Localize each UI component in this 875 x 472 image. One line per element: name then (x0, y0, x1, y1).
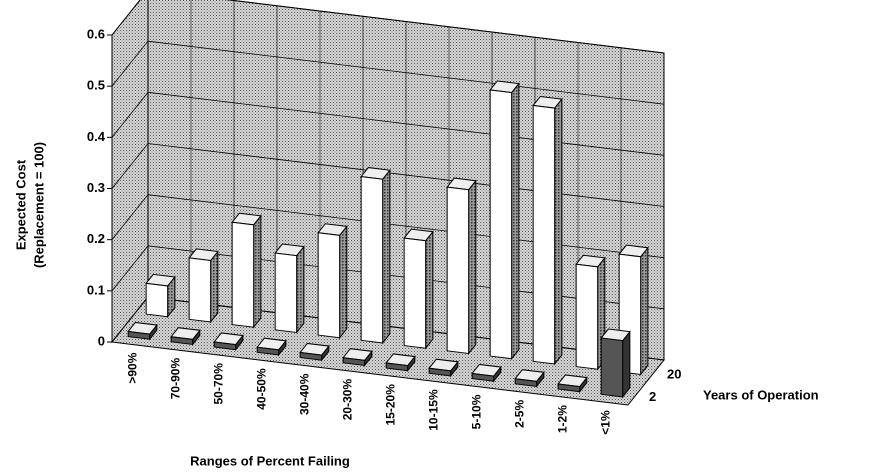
x-tick-label: 10-15% (427, 389, 441, 431)
bar (557, 374, 588, 394)
x-tick-label: 15-20% (384, 384, 398, 426)
bar-front (557, 383, 581, 393)
x-tick-label: 30-40% (298, 373, 312, 415)
bar-front (213, 341, 237, 351)
bar-front (145, 282, 169, 318)
bar-front (299, 351, 323, 361)
bar-side (382, 168, 391, 345)
x-tick-label: >90% (126, 352, 140, 383)
x-tick-label: 20-30% (341, 379, 355, 421)
bar (127, 321, 158, 341)
bar-front (385, 362, 409, 372)
x-tick-label: 1-2% (556, 405, 570, 433)
bar-front (446, 186, 470, 355)
bar-front (170, 336, 194, 346)
side-wall (111, 0, 149, 344)
bar (256, 337, 287, 357)
bar (532, 95, 563, 366)
y-tick-label: 0.6 (87, 26, 105, 41)
bar (188, 248, 219, 324)
bar (170, 327, 201, 346)
bar (403, 228, 434, 350)
bar (446, 177, 477, 355)
bar-front (403, 237, 427, 349)
x-tick-label: 40-50% (255, 368, 269, 410)
bar (213, 332, 244, 352)
y-tick-label: 0.2 (87, 231, 105, 246)
bar-front (317, 232, 341, 339)
bar-side (511, 82, 520, 361)
bar (274, 243, 305, 334)
bar-side (425, 230, 434, 350)
bar (600, 328, 631, 399)
bar (575, 254, 606, 371)
y-tick-label: 0 (98, 333, 105, 348)
bar-front (360, 176, 384, 344)
bar-front (575, 263, 599, 370)
bar (299, 342, 330, 362)
bar-front (127, 330, 151, 340)
y-tick-label: 0.4 (87, 129, 106, 144)
plot: 0 0.1 0.2 0.3 0.4 0.5 0.6 20 2 >90% 70-90% 50-70% 40… (87, 0, 681, 435)
x-axis-title: Ranges of Percent Failing (190, 453, 350, 468)
x-tick-label: 70-90% (169, 358, 183, 400)
bar-front (600, 337, 624, 398)
bar (489, 80, 520, 361)
bar-side (253, 214, 262, 329)
bar-front (532, 104, 556, 365)
bar-side (640, 246, 649, 376)
bar-side (296, 245, 305, 334)
x-tick-label: <1% (599, 410, 613, 435)
bar (428, 358, 459, 378)
bar (342, 348, 373, 367)
bar-side (468, 179, 477, 355)
bar-front (428, 367, 452, 377)
bar-front (256, 346, 280, 356)
y-tick-label: 0.1 (87, 282, 105, 297)
legend-label: 2 (649, 389, 656, 404)
bar (231, 212, 262, 329)
bar-front (514, 378, 538, 388)
legend-label: 20 (667, 367, 681, 382)
y-axis-title: Expected Cost (13, 159, 28, 250)
bar (360, 167, 391, 345)
bar (145, 273, 176, 319)
bar-front (274, 252, 298, 334)
y-axis-title: (Replacement = 100) (31, 142, 46, 268)
x-tick-label: 50-70% (212, 363, 226, 405)
x-tick-label: 5-10% (470, 394, 484, 429)
bar-side (622, 330, 631, 399)
y-tick-label: 0.5 (87, 78, 105, 93)
bar (471, 363, 502, 383)
bar-front (489, 89, 513, 360)
bar-front (342, 357, 366, 367)
bar (385, 353, 416, 373)
y-tick-label: 0.3 (87, 180, 105, 195)
bar-front (188, 257, 212, 323)
z-axis-title: Years of Operation (703, 387, 819, 402)
bar-front (471, 372, 495, 382)
bar-side (339, 224, 348, 340)
bar (514, 369, 545, 388)
x-tick-label: 2-5% (513, 400, 527, 428)
bar-front (231, 221, 255, 328)
bar (317, 223, 348, 340)
bar-side (210, 250, 219, 324)
bar-side (554, 97, 563, 366)
